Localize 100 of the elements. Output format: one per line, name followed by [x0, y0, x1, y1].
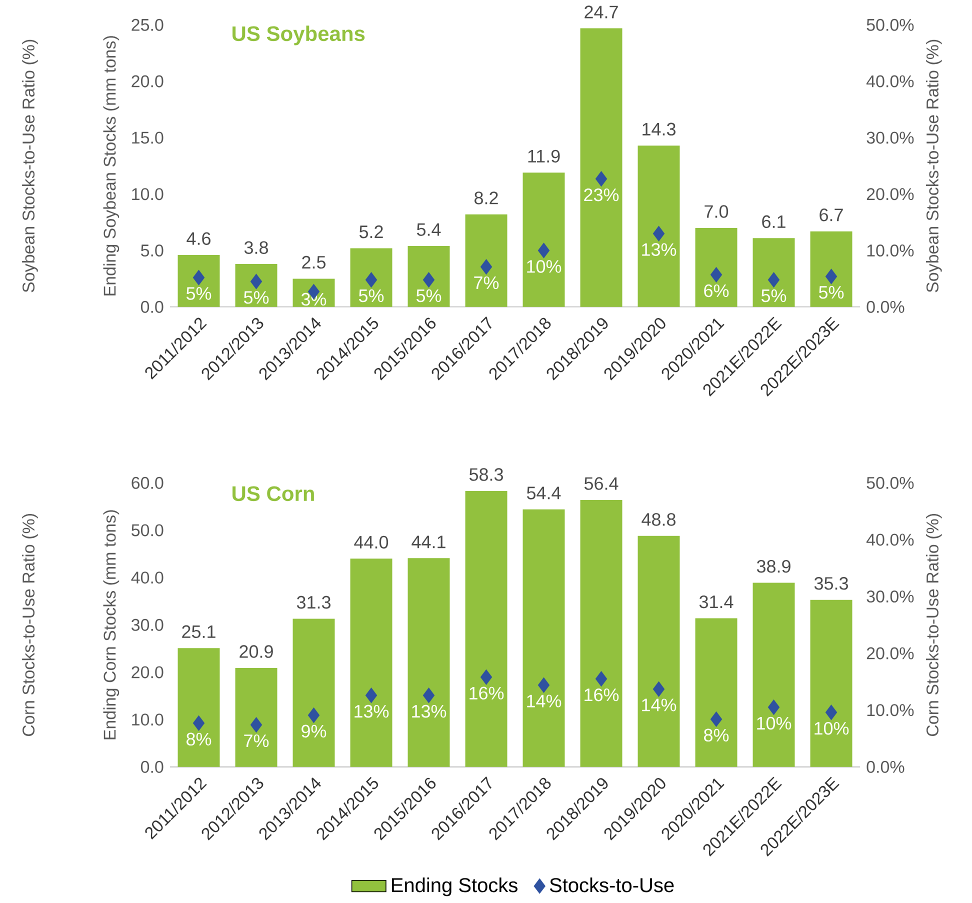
y2-tick-label: 40.0%: [866, 76, 914, 88]
data-label: 11.9: [528, 150, 560, 163]
data-label: 25.1: [182, 625, 216, 638]
point: [652, 226, 665, 242]
bar: [235, 668, 278, 768]
point: [768, 700, 780, 716]
y2-tick-label: 50.0%: [866, 19, 914, 32]
chart-title: US Soybeans: [232, 26, 365, 46]
point: [710, 267, 722, 283]
data-label: 16%: [584, 688, 619, 702]
legend-label: Stocks-to-Use: [550, 878, 674, 892]
data-label: 5.2: [359, 226, 383, 238]
y2-tick-label: 10.0%: [867, 244, 914, 257]
bar: [408, 246, 450, 308]
data-label: 56.4: [584, 477, 618, 490]
y2-tick-label: 30.0%: [866, 590, 914, 603]
y-tick-label: 20.0: [132, 76, 164, 88]
bar: [178, 648, 220, 768]
point: [595, 671, 608, 687]
bar: [522, 172, 565, 308]
point: [250, 717, 262, 733]
data-label: 4.6: [186, 232, 210, 246]
chart-title: US Corn: [232, 486, 314, 502]
y-tick-label: 50.0: [132, 524, 164, 536]
y2-axis-title: Corn Stocks-to-Use Ratio (%): [926, 514, 942, 736]
bar: [695, 618, 738, 768]
data-label: 8%: [186, 732, 212, 746]
y-tick-label: 10.0: [132, 714, 164, 726]
data-label: 13%: [412, 705, 446, 718]
bar: [408, 558, 450, 768]
data-label: 9%: [302, 725, 326, 738]
bar: [465, 214, 508, 308]
y-tick-label: 30.0: [132, 619, 164, 632]
data-label: 38.9: [756, 560, 790, 573]
bar: [522, 510, 565, 768]
y2-tick-label: 30.0%: [866, 132, 914, 144]
data-label: 8%: [704, 728, 729, 742]
data-label: 23%: [584, 188, 619, 202]
y-tick-label: 25.0: [132, 19, 164, 32]
y-tick-label: 0.0: [140, 761, 164, 774]
y-tick-label: 10.0: [132, 188, 164, 200]
point: [422, 688, 435, 704]
y2-tick-label: 0.0%: [866, 761, 904, 774]
data-label: 10%: [757, 717, 792, 730]
bar: [465, 491, 508, 768]
point: [538, 678, 550, 693]
y-tick-label: 15.0: [132, 132, 164, 144]
text: Corn Stocks-to-Use Ratio (%): [22, 514, 38, 736]
bar: [235, 264, 278, 308]
point: [192, 716, 205, 731]
y2-tick-label: 40.0%: [866, 534, 914, 546]
data-label: 14.3: [642, 122, 676, 136]
data-label: 5%: [186, 287, 212, 300]
bar: [752, 238, 795, 308]
data-label: 54.4: [526, 486, 561, 500]
data-label: 6.7: [820, 208, 843, 222]
text: Soybean Stocks-to-Use Ratio (%): [22, 40, 38, 292]
bar: [810, 600, 852, 768]
bar: [178, 255, 220, 308]
point: [480, 670, 492, 685]
bar: [350, 558, 392, 768]
data-label: 7%: [474, 276, 499, 290]
data-label: 5%: [244, 291, 269, 304]
bar: [810, 232, 852, 308]
data-label: 48.8: [642, 513, 676, 526]
data-label: 7.0: [704, 205, 728, 218]
data-label: 6%: [704, 284, 729, 298]
bar: [638, 146, 680, 308]
data-label: 24.7: [584, 6, 618, 18]
point: [480, 259, 492, 275]
data-label: 6.1: [762, 215, 786, 228]
data-label: 20.9: [240, 645, 273, 658]
legend-label: Ending Stocks: [392, 878, 518, 896]
data-label: 44.0: [354, 536, 388, 549]
data-label: 35.3: [814, 577, 848, 590]
y2-axis-title: Soybean Stocks-to-Use Ratio (%): [926, 40, 942, 292]
bar: [350, 248, 392, 308]
bar: [638, 536, 680, 768]
data-label: 58.3: [469, 468, 503, 482]
data-label: 5%: [761, 290, 786, 302]
data-label: 31.4: [699, 596, 734, 608]
bar: [752, 582, 795, 768]
data-label: 2.5: [302, 256, 326, 269]
data-label: 14%: [642, 698, 676, 712]
data-label: 13%: [354, 705, 389, 718]
y-axis-title: Ending Soybean Stocks (mm tons): [103, 36, 120, 296]
y2-tick-label: 20.0%: [866, 648, 914, 660]
data-label: 10%: [527, 260, 562, 274]
bar: [580, 500, 622, 768]
data-label: 5%: [416, 290, 442, 302]
bar: [695, 228, 738, 308]
data-label: 16%: [470, 686, 504, 700]
data-label: 5%: [818, 286, 844, 299]
y2-tick-label: 0.0%: [866, 301, 904, 314]
point: [308, 708, 320, 724]
data-label: 5%: [358, 290, 384, 302]
bar: [580, 28, 622, 308]
data-label: 5.4: [416, 224, 441, 236]
y-tick-label: 0.0: [140, 301, 164, 314]
y2-tick-label: 20.0%: [866, 188, 914, 200]
